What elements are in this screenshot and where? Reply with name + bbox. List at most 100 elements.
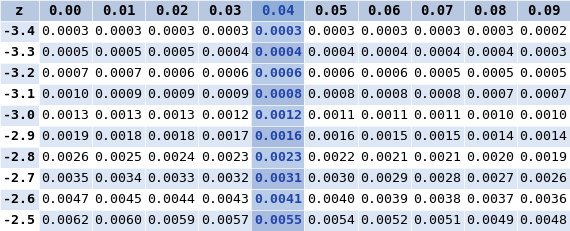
Text: 0.0016: 0.0016 xyxy=(254,130,302,143)
Bar xyxy=(464,147,517,168)
Bar xyxy=(145,84,198,105)
Bar xyxy=(464,42,517,63)
Bar xyxy=(517,0,570,21)
Text: 0.0009: 0.0009 xyxy=(148,88,196,101)
Text: 0.0004: 0.0004 xyxy=(413,46,461,59)
Text: 0.0006: 0.0006 xyxy=(201,67,249,80)
Bar xyxy=(0,126,39,147)
Bar xyxy=(251,126,304,147)
Bar xyxy=(145,168,198,189)
Text: 0.0028: 0.0028 xyxy=(413,172,461,185)
Bar xyxy=(517,168,570,189)
Bar xyxy=(410,21,464,42)
Bar xyxy=(92,210,145,231)
Text: 0.0037: 0.0037 xyxy=(466,193,514,206)
Text: -2.7: -2.7 xyxy=(3,172,35,185)
Text: 0.0048: 0.0048 xyxy=(519,214,568,227)
Text: 0.07: 0.07 xyxy=(421,3,454,18)
Bar xyxy=(92,0,145,21)
Text: 0.0039: 0.0039 xyxy=(360,193,408,206)
Bar xyxy=(357,42,410,63)
Bar xyxy=(517,210,570,231)
Text: 0.0005: 0.0005 xyxy=(95,46,142,59)
Text: 0.0027: 0.0027 xyxy=(466,172,514,185)
Text: -3.4: -3.4 xyxy=(3,25,35,38)
Text: 0.0011: 0.0011 xyxy=(360,109,408,122)
Text: 0.0038: 0.0038 xyxy=(413,193,461,206)
Bar xyxy=(251,63,304,84)
Text: 0.0014: 0.0014 xyxy=(519,130,568,143)
Bar xyxy=(145,21,198,42)
Bar xyxy=(304,189,357,210)
Bar xyxy=(92,147,145,168)
Text: 0.0010: 0.0010 xyxy=(41,88,89,101)
Bar xyxy=(198,147,251,168)
Bar xyxy=(464,84,517,105)
Bar xyxy=(92,126,145,147)
Bar xyxy=(39,210,92,231)
Bar xyxy=(0,0,39,21)
Bar xyxy=(517,84,570,105)
Text: 0.0004: 0.0004 xyxy=(254,46,302,59)
Bar xyxy=(0,147,39,168)
Bar xyxy=(39,63,92,84)
Text: 0.0003: 0.0003 xyxy=(413,25,461,38)
Text: 0.0019: 0.0019 xyxy=(41,130,89,143)
Bar xyxy=(145,189,198,210)
Text: 0.0041: 0.0041 xyxy=(254,193,302,206)
Text: 0.0005: 0.0005 xyxy=(148,46,196,59)
Bar xyxy=(410,210,464,231)
Bar xyxy=(304,168,357,189)
Text: 0.0021: 0.0021 xyxy=(413,151,461,164)
Text: 0.0023: 0.0023 xyxy=(201,151,249,164)
Text: 0.0005: 0.0005 xyxy=(41,46,89,59)
Text: 0.02: 0.02 xyxy=(155,3,188,18)
Text: 0.0040: 0.0040 xyxy=(307,193,355,206)
Bar xyxy=(0,210,39,231)
Text: 0.0003: 0.0003 xyxy=(254,25,302,38)
Text: 0.0015: 0.0015 xyxy=(360,130,408,143)
Text: 0.0003: 0.0003 xyxy=(466,25,514,38)
Text: 0.0003: 0.0003 xyxy=(95,25,142,38)
Bar xyxy=(198,210,251,231)
Text: -3.2: -3.2 xyxy=(3,67,35,80)
Bar xyxy=(39,168,92,189)
Bar xyxy=(357,63,410,84)
Text: 0.08: 0.08 xyxy=(474,3,507,18)
Text: 0.0003: 0.0003 xyxy=(201,25,249,38)
Text: 0.06: 0.06 xyxy=(367,3,401,18)
Text: 0.0062: 0.0062 xyxy=(41,214,89,227)
Bar xyxy=(357,147,410,168)
Text: 0.0024: 0.0024 xyxy=(148,151,196,164)
Text: -2.9: -2.9 xyxy=(3,130,35,143)
Text: 0.05: 0.05 xyxy=(314,3,348,18)
Text: z: z xyxy=(15,3,23,18)
Bar xyxy=(145,126,198,147)
Bar xyxy=(464,105,517,126)
Bar xyxy=(251,147,304,168)
Bar xyxy=(410,63,464,84)
Bar xyxy=(198,21,251,42)
Text: -2.6: -2.6 xyxy=(3,193,35,206)
Bar xyxy=(304,126,357,147)
Text: 0.0022: 0.0022 xyxy=(307,151,355,164)
Bar xyxy=(464,189,517,210)
Text: 0.0006: 0.0006 xyxy=(148,67,196,80)
Text: 0.0026: 0.0026 xyxy=(41,151,89,164)
Text: 0.0006: 0.0006 xyxy=(307,67,355,80)
Text: 0.0003: 0.0003 xyxy=(360,25,408,38)
Bar xyxy=(0,84,39,105)
Bar xyxy=(517,126,570,147)
Text: 0.0026: 0.0026 xyxy=(519,172,568,185)
Text: 0.0047: 0.0047 xyxy=(41,193,89,206)
Bar xyxy=(198,84,251,105)
Bar xyxy=(39,0,92,21)
Text: 0.0007: 0.0007 xyxy=(95,67,142,80)
Text: 0.00: 0.00 xyxy=(48,3,82,18)
Text: 0.0007: 0.0007 xyxy=(41,67,89,80)
Text: 0.0029: 0.0029 xyxy=(360,172,408,185)
Bar xyxy=(92,21,145,42)
Text: 0.0011: 0.0011 xyxy=(413,109,461,122)
Bar xyxy=(410,0,464,21)
Text: 0.0049: 0.0049 xyxy=(466,214,514,227)
